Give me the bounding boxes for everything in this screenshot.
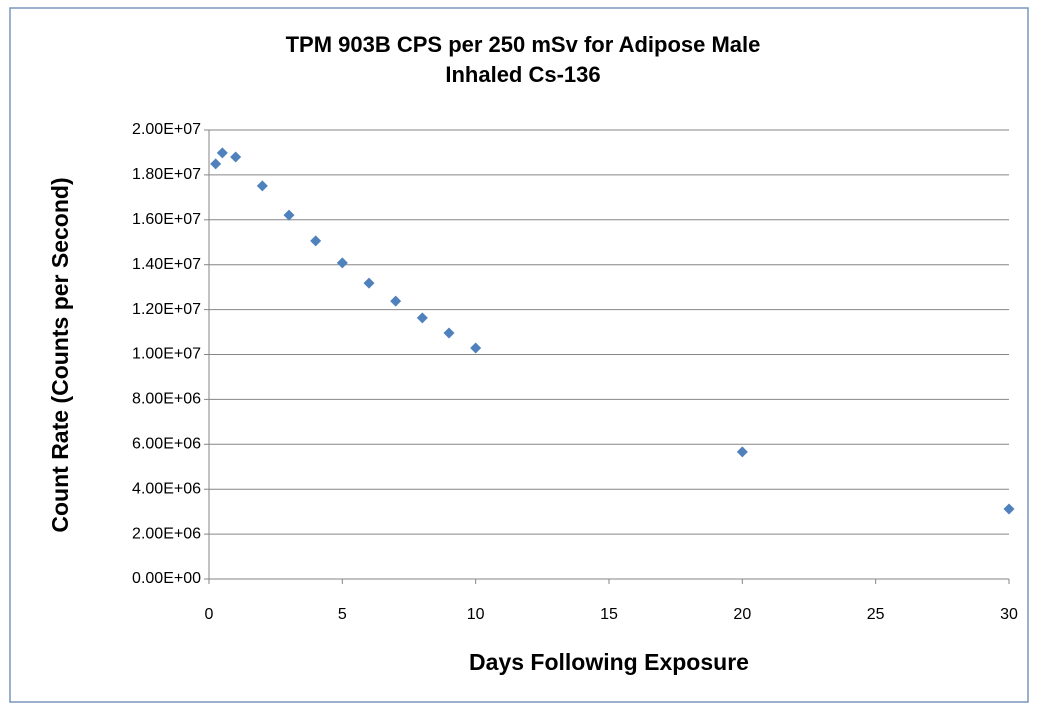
- point: [416, 312, 428, 324]
- chart-title: TPM 903B CPS per 250 mSv for Adipose Mal…: [286, 32, 761, 57]
- point: [256, 180, 268, 192]
- x-tick-label: 30: [1000, 606, 1018, 623]
- point: [310, 235, 322, 247]
- y-tick-label: 1.40E+07: [132, 256, 201, 273]
- y-tick-label: 2.00E+06: [132, 525, 201, 542]
- x-axis-title: Days Following Exposure: [469, 649, 749, 675]
- y-axis-title: Count Rate (Counts per Second): [47, 177, 73, 532]
- point: [363, 277, 375, 289]
- point: [736, 446, 748, 458]
- point: [470, 342, 482, 354]
- y-tick-label: 1.00E+07: [132, 346, 201, 363]
- point: [443, 327, 455, 339]
- chart-title: Inhaled Cs-136: [445, 62, 600, 87]
- point: [210, 158, 222, 170]
- x-tick-label: 20: [733, 606, 751, 623]
- y-tick-label: 0.00E+00: [132, 570, 201, 587]
- x-tick-label: 10: [467, 606, 485, 623]
- x-tick-label: 25: [867, 606, 885, 623]
- point: [216, 147, 228, 159]
- point: [336, 257, 348, 269]
- x-tick-label: 15: [600, 606, 618, 623]
- y-tick-label: 1.60E+07: [132, 211, 201, 228]
- y-tick-label: 1.80E+07: [132, 166, 201, 183]
- y-tick-label: 4.00E+06: [132, 480, 201, 497]
- point: [230, 151, 242, 163]
- y-tick-label: 2.00E+07: [132, 121, 201, 138]
- point: [390, 295, 402, 307]
- y-tick-label: 6.00E+06: [132, 436, 201, 453]
- y-tick-label: 8.00E+06: [132, 391, 201, 408]
- point: [283, 209, 295, 221]
- x-tick-label: 5: [338, 606, 347, 623]
- x-tick-label: 0: [205, 606, 214, 623]
- point: [1003, 503, 1015, 515]
- y-tick-label: 1.20E+07: [132, 301, 201, 318]
